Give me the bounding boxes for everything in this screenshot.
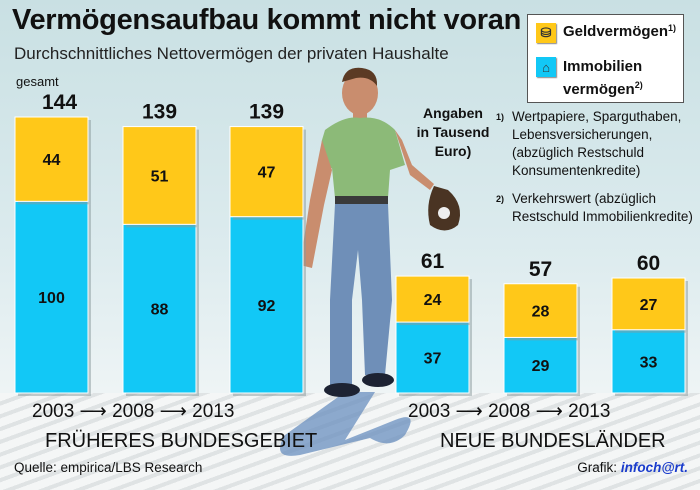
legend: ⛁ Geldvermögen 1) ⌂ Immobilien vermögen2) <box>527 14 684 103</box>
data-label: 24 <box>424 292 442 309</box>
x-tick-label: 2008 <box>488 401 531 422</box>
unit-line: Angaben <box>423 105 483 121</box>
credit-prefix: Grafik: <box>577 460 618 475</box>
group-label-west: FRÜHERES BUNDESGEBIET <box>45 430 318 452</box>
source-note: Quelle: empirica/LBS Research <box>14 460 203 475</box>
unit-line: Euro) <box>434 143 472 159</box>
coins-icon: ⛁ <box>536 23 556 43</box>
footnote-mark: 1) <box>496 112 505 122</box>
footnote-2: 2) Verkehrswert (abzüglich Restschuld Imm… <box>496 190 696 226</box>
total-label: 57 <box>529 258 552 281</box>
legend-label: Immobilien <box>563 58 643 75</box>
bar-segment-immobilien <box>229 216 304 394</box>
euro-icon <box>438 207 450 219</box>
legend-label: Geldvermögen <box>563 23 669 40</box>
data-label: 44 <box>43 152 61 169</box>
legend-item-immobilien: ⌂ Immobilien vermögen2) <box>536 57 643 99</box>
x-tick-label: 2008 <box>112 401 155 422</box>
total-label: 139 <box>249 101 284 124</box>
data-label: 29 <box>532 358 550 375</box>
legend-item-geldvermoegen: ⛁ Geldvermögen 1) <box>536 23 676 43</box>
years-axis-east: 2003 ⟶ 2008 ⟶ 2013 <box>408 401 611 422</box>
unit-line: in Tausend <box>416 124 490 140</box>
data-label: 27 <box>640 297 658 314</box>
man-shadow <box>280 392 411 456</box>
bar-segment-immobilien <box>503 336 578 394</box>
footnote-text: Wertpapiere, Sparguthaben, Lebensversich… <box>512 109 682 178</box>
credit: Grafik: infoch@rt. <box>577 460 688 475</box>
bar-segment-geld <box>611 277 686 331</box>
bar-segment-immobilien <box>611 329 686 394</box>
footnote-1: 1) Wertpapiere, Sparguthaben, Lebensversi… <box>496 108 696 180</box>
bar-segment-geld <box>229 126 304 218</box>
unit-note: Angaben in Tausend Euro) <box>408 104 498 161</box>
house-icon: ⌂ <box>536 57 556 77</box>
data-label: 28 <box>532 304 550 321</box>
total-label: 139 <box>142 101 177 124</box>
data-label: 92 <box>258 298 276 315</box>
credit-logo: infoch@rt. <box>620 460 688 475</box>
bar-segment-immobilien <box>122 223 197 394</box>
footnote-text: Verkehrswert (abzüglich Restschuld Immob… <box>512 191 693 224</box>
x-tick-label: 2013 <box>568 401 611 422</box>
total-label: 61 <box>421 250 445 273</box>
total-label: 60 <box>637 252 660 275</box>
data-label: 51 <box>151 168 169 185</box>
data-label: 37 <box>424 351 442 368</box>
x-tick-label: 2003 <box>408 401 451 422</box>
years-axis-west: 2003 ⟶ 2008 ⟶ 2013 <box>32 401 235 422</box>
data-label: 88 <box>151 302 169 319</box>
data-label: 33 <box>640 354 658 371</box>
bar-segment-geld <box>395 275 470 323</box>
bar-segment-geld <box>503 283 578 338</box>
total-annotation: gesamt <box>16 74 59 89</box>
bar-segment-immobilien <box>14 200 89 394</box>
bar-segment-immobilien <box>395 321 470 394</box>
chart-title: Vermögensaufbau kommt nicht voran <box>12 4 521 36</box>
x-tick-label: 2003 <box>32 401 75 422</box>
data-label: 100 <box>38 290 65 307</box>
footnote-mark: 2) <box>496 194 505 204</box>
bar-segment-geld <box>122 126 197 225</box>
bar-segment-geld <box>14 116 89 202</box>
footnotes: 1) Wertpapiere, Sparguthaben, Lebensversi… <box>496 108 696 236</box>
man-illustration <box>300 67 461 397</box>
footnote-mark: 2) <box>634 80 643 90</box>
group-label-east: NEUE BUNDESLÄNDER <box>440 430 666 452</box>
total-label: 144 <box>42 91 77 114</box>
data-label: 47 <box>258 165 276 182</box>
x-tick-label: 2013 <box>192 401 235 422</box>
footnote-mark: 1) <box>668 23 677 33</box>
legend-label: vermögen <box>563 81 635 98</box>
chart-subtitle: Durchschnittliches Nettovermögen der pri… <box>14 44 449 63</box>
